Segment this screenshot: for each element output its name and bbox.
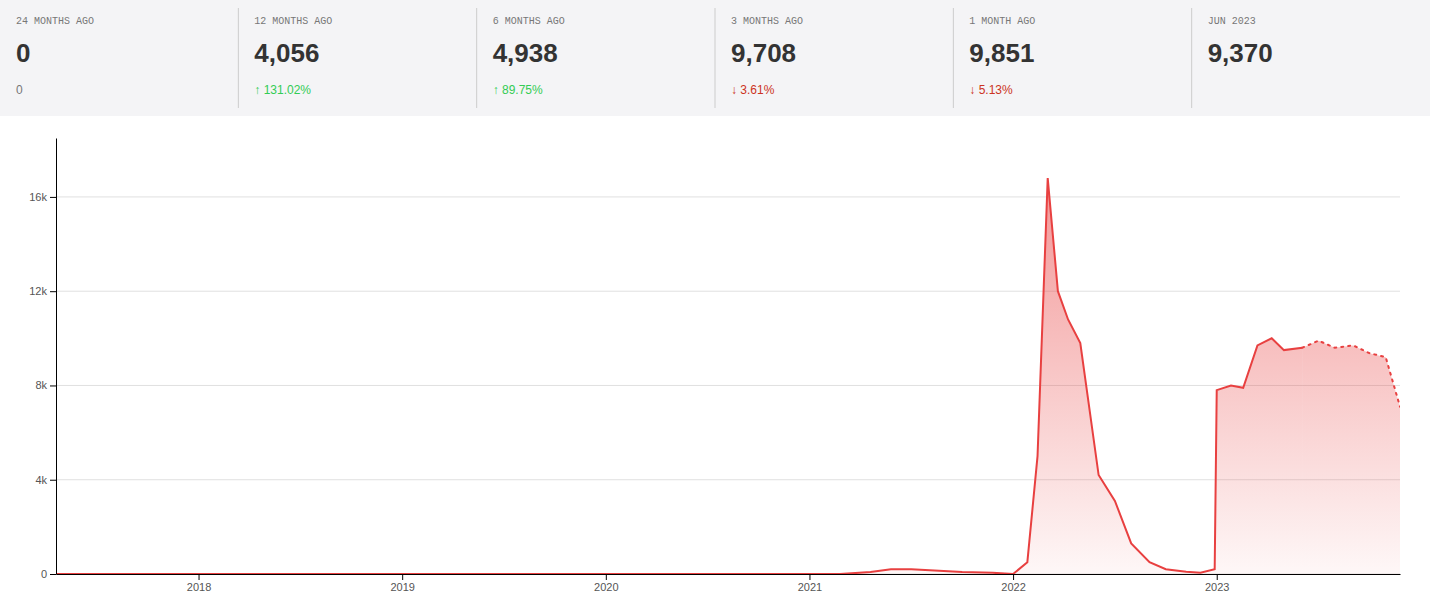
stat-value: 0 (16, 38, 30, 68)
stat-divider (715, 8, 716, 108)
stat-label: 12 MONTHS AGO (254, 16, 332, 27)
stat-value: 9,708 (731, 38, 796, 68)
stat: JUN 2023 9,370 (1192, 8, 1273, 108)
area-fill (1302, 341, 1400, 574)
y-tick-label: 8k (35, 379, 47, 391)
stat-divider (1191, 8, 1192, 108)
x-tick-label: 2021 (798, 581, 822, 593)
stat-divider (238, 8, 239, 108)
x-tick-label: 2023 (1205, 581, 1229, 593)
stat-value: 9,851 (969, 38, 1034, 68)
stat-label: 1 MONTH AGO (969, 16, 1035, 27)
x-axis-line (57, 574, 1401, 575)
line (1302, 341, 1400, 407)
grid-line (56, 291, 1400, 292)
x-tick-label: 2018 (187, 581, 211, 593)
grid (56, 197, 1400, 574)
x-tick-mark (402, 574, 403, 580)
grid-line (56, 479, 1400, 480)
stats-panel: 24 MONTHS AGO 0 0 12 MONTHS AGO 4,056 ↑ 131.0… (0, 0, 1430, 116)
stat-label: 3 MONTHS AGO (731, 16, 803, 27)
x-tick: 2022 (1001, 574, 1025, 593)
grid-line (56, 385, 1400, 386)
y-tick: 16k (29, 191, 56, 203)
y-tick: 12k (29, 285, 56, 297)
stat-change: ↑ 131.02% (254, 83, 311, 97)
y-tick-mark (50, 291, 56, 292)
y-tick-mark (50, 480, 56, 481)
y-tick-mark (50, 197, 56, 198)
chart-svg: 24 MONTHS AGO 0 0 12 MONTHS AGO 4,056 ↑ 131.0… (0, 0, 1430, 608)
y-tick-label: 12k (29, 285, 47, 297)
y-tick-label: 4k (35, 474, 47, 486)
x-tick: 2020 (594, 574, 618, 593)
stat-change: ↓ 5.13% (969, 83, 1013, 97)
x-tick-label: 2019 (390, 581, 414, 593)
y-tick-mark (50, 385, 56, 386)
area-fill (56, 178, 1302, 574)
stat-divider (476, 8, 477, 108)
stat-value: 4,938 (493, 38, 558, 68)
marks (56, 178, 1400, 574)
stat-change: ↓ 3.61% (731, 83, 775, 97)
y-tick: 4k (35, 474, 56, 486)
stat-label: 6 MONTHS AGO (493, 16, 565, 27)
stat-value: 9,370 (1208, 38, 1273, 68)
x-tick-mark (199, 574, 200, 580)
stat-label: JUN 2023 (1208, 16, 1256, 27)
y-axis-line (56, 139, 57, 575)
line (56, 178, 1302, 574)
x-tick: 2021 (798, 574, 822, 593)
y-tick-label: 16k (29, 191, 47, 203)
y-tick: 8k (35, 379, 56, 391)
stat: 12 MONTHS AGO 4,056 ↑ 131.02% (238, 8, 332, 108)
x-tick-label: 2022 (1001, 581, 1025, 593)
x-tick: 2018 (187, 574, 211, 593)
stat-divider (953, 8, 954, 108)
x-tick-label: 2020 (594, 581, 618, 593)
stats-background (0, 0, 1430, 116)
x-tick-mark (1013, 574, 1014, 580)
x-tick: 2023 (1205, 574, 1229, 593)
stat-label: 24 MONTHS AGO (16, 16, 94, 27)
plot: 2018 2019 2020 2021 2022 2023 0 4k 8k 12k 16k (29, 139, 1400, 593)
x-tick-mark (1217, 574, 1218, 580)
y-tick-label: 0 (41, 568, 47, 580)
x-tick: 2019 (390, 574, 414, 593)
stat-change: 0 (16, 83, 23, 97)
x-axis: 2018 2019 2020 2021 2022 2023 (57, 574, 1401, 593)
y-tick: 0 (41, 568, 56, 580)
stat: 24 MONTHS AGO 0 0 (16, 16, 94, 97)
stat: 1 MONTH AGO 9,851 ↓ 5.13% (953, 8, 1035, 108)
grid-line (56, 196, 1400, 197)
stat-change: ↑ 89.75% (493, 83, 543, 97)
y-axis: 0 4k 8k 12k 16k (29, 139, 56, 581)
stat: 6 MONTHS AGO 4,938 ↑ 89.75% (477, 8, 565, 108)
y-tick-mark (50, 574, 56, 575)
stat: 3 MONTHS AGO 9,708 ↓ 3.61% (715, 8, 803, 108)
x-tick-mark (809, 574, 810, 580)
stat-value: 4,056 (254, 38, 319, 68)
x-tick-mark (606, 574, 607, 580)
